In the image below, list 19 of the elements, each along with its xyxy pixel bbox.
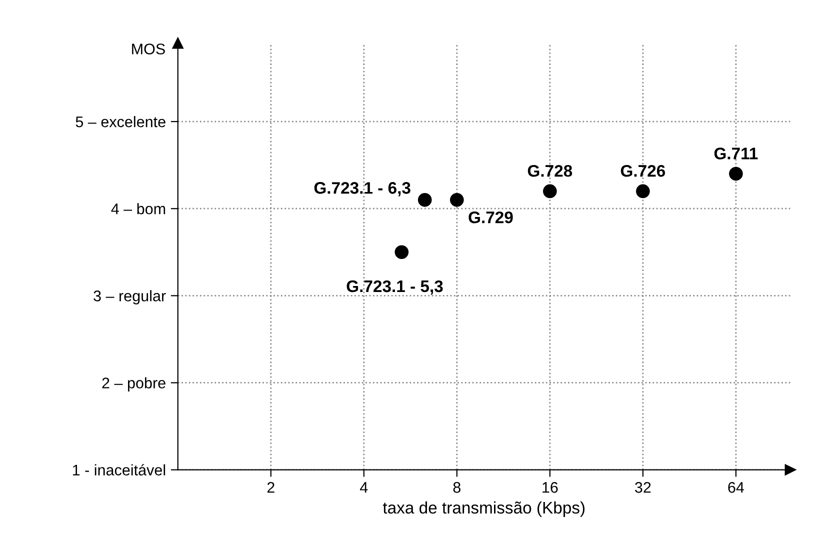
y-tick-label: 4 – bom <box>111 203 166 214</box>
annotation: G.711 <box>714 148 758 160</box>
x-tick-label: 32 <box>635 482 651 493</box>
annotation: G.728 <box>528 164 572 177</box>
x-tick-label: 8 <box>453 482 460 493</box>
x-tick-label: 16 <box>542 482 558 493</box>
annotation: G.726 <box>620 164 666 177</box>
y-tick-label: 3 – regular <box>94 290 166 304</box>
y-tick-label: 5 – excelente <box>76 116 166 128</box>
x-axis-title: taxa de transmissão (Kbps) <box>382 501 585 517</box>
y-tick-label: 1 - inaceitável <box>72 464 166 476</box>
y-axis-title: MOS <box>132 44 165 54</box>
x-tick-label: 2 <box>267 482 274 493</box>
y-tick-label: 2 – pobre <box>102 377 166 392</box>
annotation: G.723.1 - 5,3 <box>346 280 443 295</box>
annotation: G.723.1 - 6,3 <box>314 182 410 196</box>
x-tick-label: 64 <box>728 482 744 493</box>
x-tick-label: 4 <box>360 482 368 493</box>
annotation: G.729 <box>468 211 513 224</box>
